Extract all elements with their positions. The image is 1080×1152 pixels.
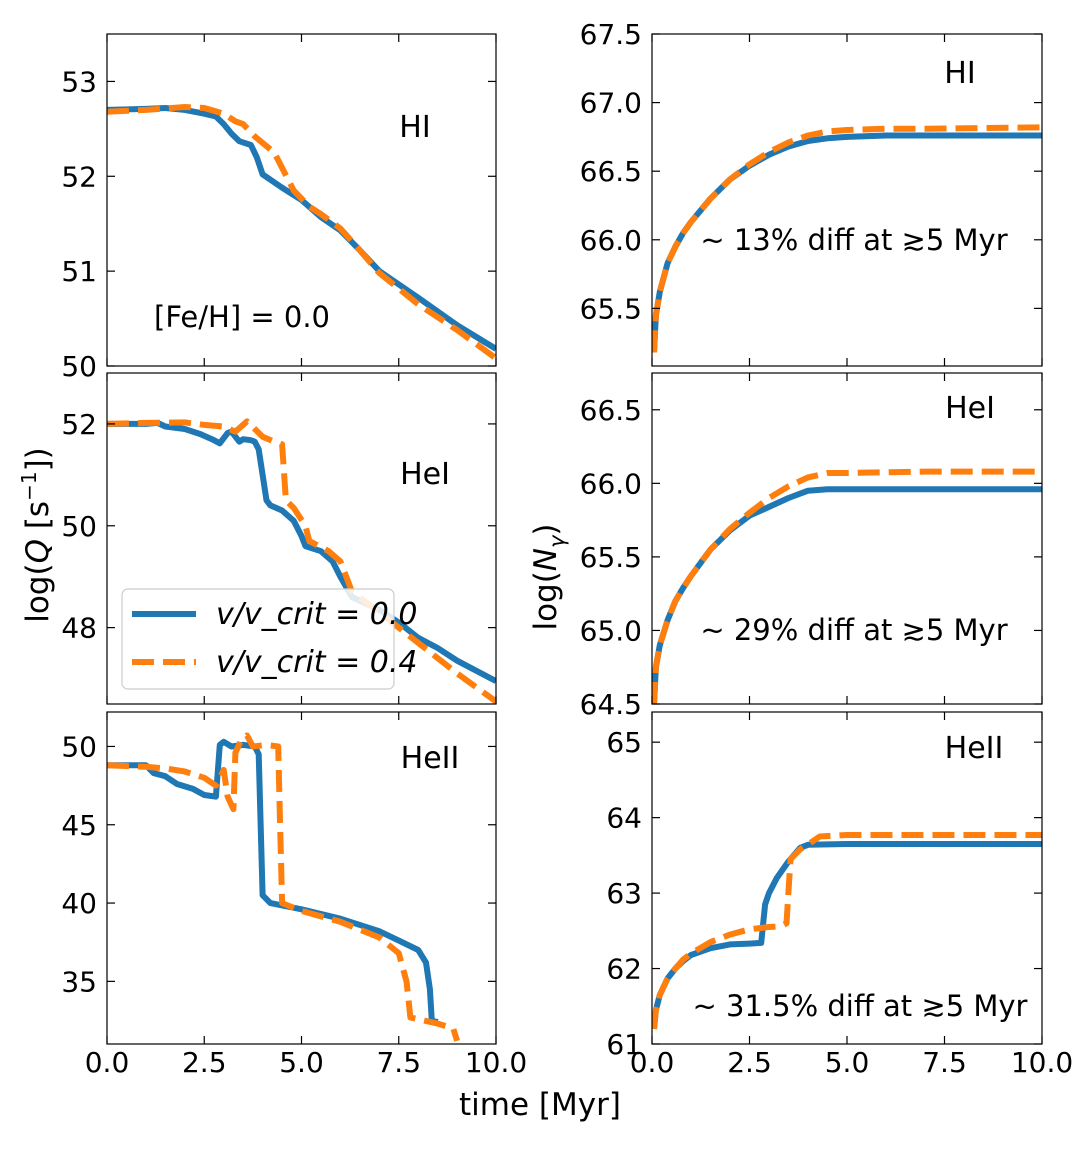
svg-text:log(Nγ): log(Nγ) (528, 523, 569, 630)
panel-label: HI (399, 110, 430, 145)
series-line-v0-q_heii (107, 738, 439, 1025)
x-tick-label: 10.0 (465, 1046, 527, 1079)
panel-label: HeI (945, 391, 995, 426)
panel-n_hei: 64.5 65.0 65.5 66.0 66.5 HeI ~ 29% diff at ≳5 … (580, 372, 1043, 721)
series-line-v0-q_hi (107, 105, 496, 352)
y-tick-label: 52 (61, 160, 97, 193)
panel-label: HeII (945, 731, 1004, 766)
y-tick-label: 67.0 (580, 87, 642, 120)
y-tick-label: 65 (606, 726, 642, 759)
y-tick-label: 64 (606, 802, 642, 835)
y-tick-label: 45 (61, 809, 97, 842)
y-tick-label: 63 (606, 877, 642, 910)
x-tick-label: 0.0 (85, 1046, 130, 1079)
x-tick-label: 5.0 (279, 1046, 324, 1079)
series-line-v04-n_heii (652, 832, 1042, 1030)
panel-annotation: ~ 31.5% diff at ≳5 Myr (693, 989, 1028, 1023)
y-tick-label: 64.5 (580, 688, 642, 721)
panel-label: HeII (401, 741, 460, 776)
y-tick-label: 48 (61, 612, 97, 645)
panel-label: HeI (400, 457, 450, 492)
x-tick-label: 2.5 (727, 1046, 772, 1079)
series-line-v04-q_heii (107, 732, 460, 1042)
y-tick-label: 53 (61, 65, 97, 98)
svg-text:log(Q [s−1]): log(Q [s−1]) (17, 447, 56, 623)
series-line-v04-n_hi (652, 124, 1042, 353)
x-tick-label: 2.5 (182, 1046, 227, 1079)
y-tick-label: 67.5 (580, 18, 642, 51)
series-line-v0-n_heii (652, 841, 1042, 1030)
panels: 50 51 52 53 HI [Fe/H] = 0.0 65.5 66.0 66.5 67.0 67… (61, 18, 1073, 1079)
panel-label: HI (944, 56, 975, 91)
y-tick-label: 61 (606, 1028, 642, 1061)
x-tick-label: 7.5 (376, 1046, 421, 1079)
x-axis-title: time [Myr] (459, 1087, 621, 1123)
y-tick-label: 65.0 (580, 614, 642, 647)
series-line-v04-q_hi (107, 104, 496, 361)
legend: v/v_crit = 0.0 v/v_crit = 0.4 (121, 588, 417, 690)
y-tick-label: 66.0 (580, 224, 642, 257)
panel-annotation: ~ 13% diff at ≳5 Myr (700, 223, 1007, 257)
panel-q_hi: 50 51 52 53 HI [Fe/H] = 0.0 (61, 33, 497, 383)
y-tick-label: 66.5 (580, 155, 642, 188)
y-tick-label: 40 (61, 887, 97, 920)
legend-label: v/v_crit = 0.0 (216, 597, 417, 632)
right-y-axis-title: log(Nγ) (528, 523, 569, 630)
y-tick-label: 35 (61, 965, 97, 998)
x-tick-label: 7.5 (922, 1046, 967, 1079)
legend-label: v/v_crit = 0.4 (216, 645, 417, 680)
x-tick-label: 0.0 (630, 1046, 675, 1079)
panel-annotation: ~ 29% diff at ≳5 Myr (700, 613, 1007, 647)
y-tick-label: 50 (61, 730, 97, 763)
y-tick-label: 62 (606, 953, 642, 986)
y-tick-label: 52 (61, 408, 97, 441)
panel-n_heii: 0.0 2.5 5.0 7.5 10.0 61 62 63 64 65 HeII ~ 31.5% di… (606, 711, 1073, 1079)
series-line-v04-n_hei (652, 468, 1042, 704)
y-tick-label: 50 (61, 510, 97, 543)
y-tick-label: 51 (61, 255, 97, 288)
y-tick-label: 65.5 (580, 541, 642, 574)
x-tick-label: 10.0 (1011, 1046, 1073, 1079)
y-tick-label: 65.5 (580, 292, 642, 325)
y-tick-label: 66.5 (580, 394, 642, 427)
left-y-axis-title: log(Q [s−1]) (17, 447, 56, 623)
panel-q_heii: 0.0 2.5 5.0 7.5 10.0 35 40 45 50 HeII (61, 711, 527, 1079)
panel-n_hi: 65.5 66.0 66.5 67.0 67.5 HI ~ 13% diff at ≳5 M… (580, 18, 1043, 367)
y-tick-label: 66.0 (580, 467, 642, 500)
x-tick-label: 5.0 (825, 1046, 870, 1079)
y-tick-label: 50 (61, 350, 97, 383)
series-line-v0-n_hei (652, 486, 1042, 704)
panel-annotation: [Fe/H] = 0.0 (154, 300, 330, 334)
